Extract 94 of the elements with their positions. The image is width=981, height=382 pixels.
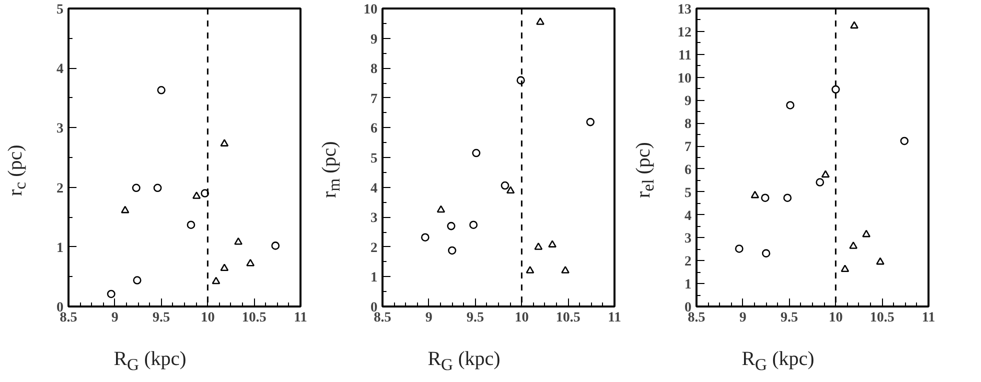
x-tick-label: 9.5 bbox=[466, 310, 484, 326]
y-tick-label: 1 bbox=[684, 278, 692, 293]
point bbox=[816, 178, 824, 186]
y-tick-label: 2 bbox=[370, 240, 378, 256]
x-tick-label: 8.5 bbox=[374, 310, 392, 326]
x-tick-label: 10 bbox=[200, 310, 215, 326]
x-tick-label: 8.5 bbox=[60, 310, 78, 326]
y-tick-label: 8 bbox=[684, 117, 692, 132]
point bbox=[536, 18, 544, 25]
point bbox=[192, 192, 201, 199]
y-tick-label: 2 bbox=[684, 254, 692, 270]
point bbox=[200, 189, 210, 198]
point bbox=[849, 242, 858, 249]
x-tick-label: 9.5 bbox=[152, 310, 170, 326]
point bbox=[516, 76, 525, 84]
point bbox=[220, 264, 229, 272]
x-tick-label: 10 bbox=[514, 310, 529, 326]
y-tick-label: 8 bbox=[370, 62, 378, 78]
point bbox=[548, 240, 556, 248]
x-axis-title: R$_{G}$ (kpc) bbox=[114, 347, 186, 376]
y-tick-label: 4 bbox=[56, 62, 64, 78]
point bbox=[186, 220, 196, 229]
point bbox=[750, 190, 760, 198]
x-axis-title: R$_{G}$ (kpc) bbox=[428, 347, 500, 376]
point bbox=[271, 242, 280, 250]
y-tick-label: 3 bbox=[370, 211, 378, 226]
point bbox=[133, 276, 142, 284]
x-tick-label: 10.5 bbox=[870, 310, 894, 326]
point bbox=[786, 101, 794, 110]
x-tick-label: 11 bbox=[294, 310, 308, 326]
y-tick-label: 7 bbox=[370, 92, 378, 107]
x-tick-label: 10.5 bbox=[242, 310, 266, 326]
point bbox=[448, 246, 456, 255]
y-tick-label: 4 bbox=[684, 208, 692, 224]
y-tick-label: 1 bbox=[370, 270, 378, 286]
point bbox=[132, 184, 140, 192]
point bbox=[220, 139, 229, 146]
point bbox=[900, 136, 909, 146]
y-tick-label: 5 bbox=[56, 2, 64, 18]
point bbox=[783, 194, 792, 202]
x-tick-label: 9 bbox=[425, 310, 432, 326]
point bbox=[840, 264, 850, 272]
y-tick-label: 13 bbox=[678, 2, 692, 18]
point bbox=[876, 257, 884, 265]
point bbox=[761, 194, 770, 202]
point bbox=[561, 266, 570, 274]
point bbox=[821, 170, 830, 178]
x-tick-label: 9.5 bbox=[780, 310, 798, 326]
x-tick-label: 10 bbox=[828, 310, 843, 326]
y-tick-label: 5 bbox=[684, 186, 692, 201]
point bbox=[120, 206, 130, 214]
point bbox=[472, 148, 480, 158]
point bbox=[832, 85, 840, 94]
y-tick-label: 5 bbox=[370, 152, 378, 166]
y-tick-label: 6 bbox=[370, 122, 378, 137]
point bbox=[500, 181, 510, 190]
y-tick-label: 1 bbox=[56, 240, 64, 256]
point bbox=[862, 230, 870, 238]
y-tick-label: 6 bbox=[684, 162, 692, 178]
x-tick-label: 9 bbox=[111, 310, 118, 326]
x-tick-label: 10.5 bbox=[556, 310, 580, 326]
point bbox=[212, 276, 220, 284]
y-tick-label: 10 bbox=[364, 2, 378, 18]
point bbox=[762, 249, 770, 258]
y-tick-label: 9 bbox=[684, 94, 692, 110]
point bbox=[506, 186, 515, 194]
point bbox=[850, 21, 858, 29]
point bbox=[421, 233, 430, 242]
x-tick-label: 11 bbox=[608, 310, 622, 326]
point bbox=[234, 237, 242, 245]
point bbox=[735, 244, 744, 253]
point bbox=[586, 118, 595, 126]
point bbox=[526, 266, 534, 274]
y-tick-label: 12 bbox=[678, 25, 692, 40]
x-tick-label: 11 bbox=[922, 310, 936, 326]
point bbox=[153, 184, 162, 192]
x-tick-label: 8.5 bbox=[688, 310, 706, 326]
y-tick-label: 10 bbox=[678, 71, 692, 86]
point bbox=[534, 242, 543, 250]
point bbox=[107, 290, 116, 298]
y-tick-label: 7 bbox=[684, 140, 692, 156]
x-axis-title: R$_{G}$ (kpc) bbox=[742, 347, 814, 376]
point bbox=[436, 205, 446, 213]
y-tick-label: 3 bbox=[684, 232, 692, 247]
point bbox=[469, 220, 478, 229]
y-tick-label: 11 bbox=[678, 48, 692, 64]
y-tick-label: 3 bbox=[56, 122, 64, 137]
point bbox=[246, 258, 255, 266]
y-tick-label: 9 bbox=[370, 32, 378, 48]
y-tick-label: 2 bbox=[56, 181, 64, 196]
point bbox=[157, 86, 166, 94]
y-tick-label: 4 bbox=[370, 181, 378, 196]
x-tick-label: 9 bbox=[739, 310, 746, 326]
point bbox=[447, 222, 456, 230]
